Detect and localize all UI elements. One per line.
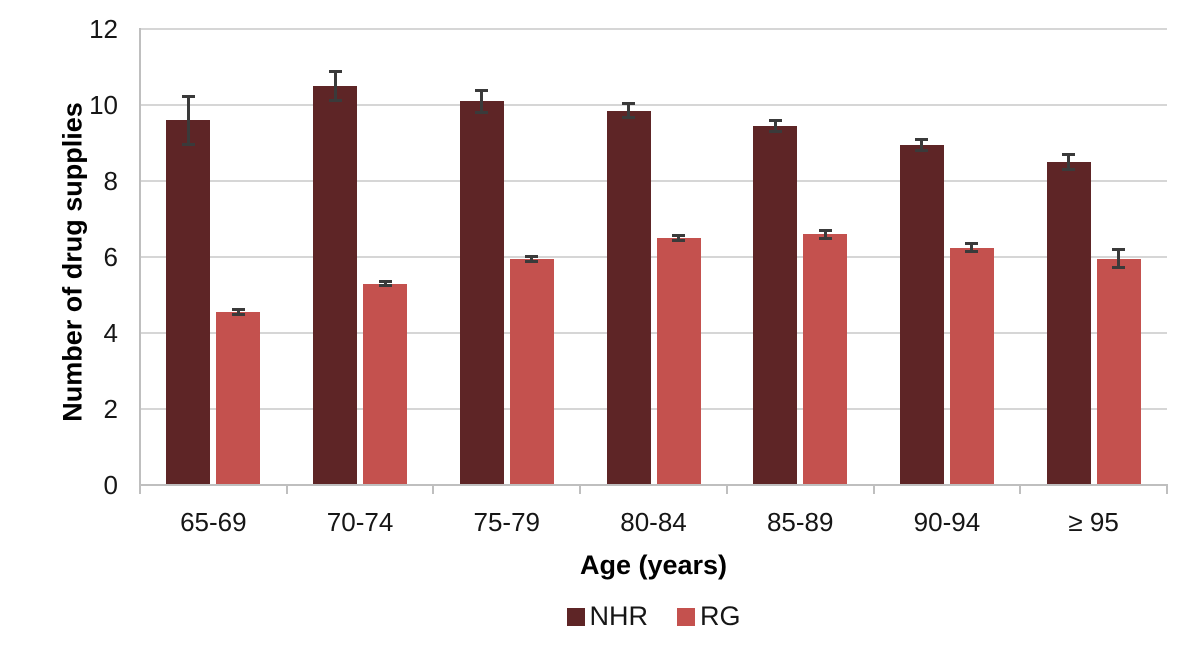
- y-axis-line: [139, 28, 141, 494]
- error-bar-line-nhr-5: [920, 139, 924, 151]
- x-tick-label-1: 70-74: [326, 507, 394, 537]
- error-bar-cap-top-nhr-5: [915, 138, 929, 142]
- legend: NHR RG: [140, 603, 1167, 630]
- error-bar-cap-bottom-nhr-6: [1062, 167, 1076, 171]
- bar-rg-6: [1096, 258, 1141, 484]
- legend-label-nhr: NHR: [589, 601, 649, 631]
- error-bar-cap-top-nhr-0: [181, 94, 195, 98]
- x-axis-tick: [285, 485, 288, 494]
- x-axis-title: Age (years): [579, 550, 728, 580]
- y-tick-label-6: 6: [103, 242, 118, 272]
- bar-nhr-2: [459, 101, 504, 484]
- error-bar-line-rg-5: [970, 242, 974, 253]
- y-tick-label-8: 8: [103, 166, 118, 196]
- error-bar-line-nhr-6: [1067, 154, 1071, 170]
- error-bar-cap-bottom-rg-0: [231, 312, 245, 316]
- x-tick-label-6: ≥ 95: [1068, 507, 1119, 537]
- error-bar-cap-bottom-nhr-2: [475, 110, 489, 114]
- error-bar-cap-top-rg-2: [525, 254, 539, 258]
- error-bar-line-nhr-1: [333, 70, 337, 102]
- error-bar-cap-top-nhr-6: [1062, 153, 1076, 157]
- bar-nhr-5: [899, 144, 944, 484]
- legend-swatch-icon-nhr: [566, 607, 585, 626]
- gridline-8: [140, 180, 1167, 182]
- error-bar-cap-bottom-nhr-4: [768, 129, 782, 133]
- legend-item-nhr: NHR: [566, 601, 649, 631]
- error-bar-line-nhr-4: [773, 120, 777, 132]
- error-bar-cap-top-rg-5: [965, 241, 979, 245]
- error-bar-line-rg-6: [1117, 249, 1121, 269]
- bar-nhr-6: [1046, 162, 1091, 484]
- legend-swatch-icon-rg: [677, 607, 695, 626]
- bar-nhr-4: [753, 125, 798, 484]
- x-tick-label-3: 80-84: [620, 507, 687, 537]
- error-bar-cap-top-nhr-1: [328, 69, 342, 73]
- y-tick-label-0: 0: [103, 470, 118, 500]
- x-axis-tick: [432, 485, 435, 494]
- error-bar-cap-bottom-nhr-0: [181, 142, 195, 146]
- error-bar-cap-bottom-rg-5: [965, 250, 979, 254]
- error-bar-cap-bottom-rg-2: [525, 259, 539, 263]
- x-tick-label-5: 90-94: [913, 507, 981, 537]
- error-bar-cap-bottom-rg-6: [1112, 266, 1126, 270]
- error-bar-cap-top-nhr-4: [768, 119, 782, 123]
- bar-rg-1: [363, 283, 408, 484]
- error-bar-line-nhr-2: [480, 89, 484, 113]
- bar-rg-0: [216, 312, 261, 484]
- error-bar-line-rg-2: [530, 255, 534, 262]
- error-bar-cap-bottom-rg-4: [818, 236, 832, 240]
- error-bar-cap-top-rg-0: [231, 308, 245, 312]
- error-bar-cap-bottom-nhr-5: [915, 148, 929, 152]
- error-bar-cap-top-rg-4: [818, 228, 832, 232]
- x-tick-label-2: 75-79: [473, 507, 541, 537]
- bar-nhr-0: [166, 120, 211, 484]
- bar-rg-2: [509, 258, 554, 484]
- gridline-6: [140, 256, 1167, 258]
- x-axis-tick: [1166, 485, 1168, 494]
- bar-nhr-3: [606, 110, 651, 484]
- bar-rg-4: [803, 234, 848, 484]
- legend-item-rg: RG: [677, 603, 741, 630]
- error-bar-cap-top-rg-3: [672, 233, 685, 237]
- y-tick-label-10: 10: [89, 90, 118, 120]
- y-tick-label-2: 2: [103, 394, 118, 424]
- error-bar-line-rg-0: [236, 309, 240, 315]
- y-tick-label-4: 4: [103, 318, 118, 348]
- error-bar-cap-bottom-nhr-1: [328, 99, 342, 103]
- bar-rg-3: [656, 238, 701, 484]
- gridline-12: [140, 28, 1167, 30]
- y-tick-label-12: 12: [89, 14, 118, 44]
- gridline-4: [140, 332, 1167, 334]
- x-axis-tick: [872, 485, 875, 494]
- error-bar-cap-top-nhr-3: [622, 102, 635, 106]
- error-bar-line-nhr-0: [186, 95, 190, 145]
- x-tick-label-0: 65-69: [180, 507, 247, 537]
- error-bar-cap-top-rg-6: [1112, 248, 1126, 252]
- bar-nhr-1: [313, 86, 358, 484]
- x-tick-label-4: 85-89: [766, 507, 834, 537]
- gridline-10: [140, 104, 1167, 106]
- error-bar-line-nhr-3: [627, 103, 630, 119]
- error-bar-line-rg-3: [677, 234, 680, 242]
- error-bar-cap-top-rg-1: [378, 279, 392, 283]
- error-bar-line-rg-4: [823, 229, 827, 239]
- x-axis-tick: [579, 485, 582, 494]
- bar-rg-5: [949, 247, 994, 484]
- x-axis-tick: [1019, 485, 1022, 494]
- error-bar-cap-top-nhr-2: [475, 88, 489, 92]
- error-bar-line-rg-1: [383, 280, 387, 287]
- error-bar-cap-bottom-nhr-3: [622, 116, 635, 120]
- error-bar-cap-bottom-rg-1: [378, 284, 392, 288]
- x-axis-tick: [725, 485, 728, 494]
- gridline-2: [140, 408, 1167, 410]
- x-axis-line: [139, 484, 1168, 486]
- legend-label-rg: RG: [700, 601, 741, 631]
- error-bar-cap-bottom-rg-3: [672, 239, 685, 243]
